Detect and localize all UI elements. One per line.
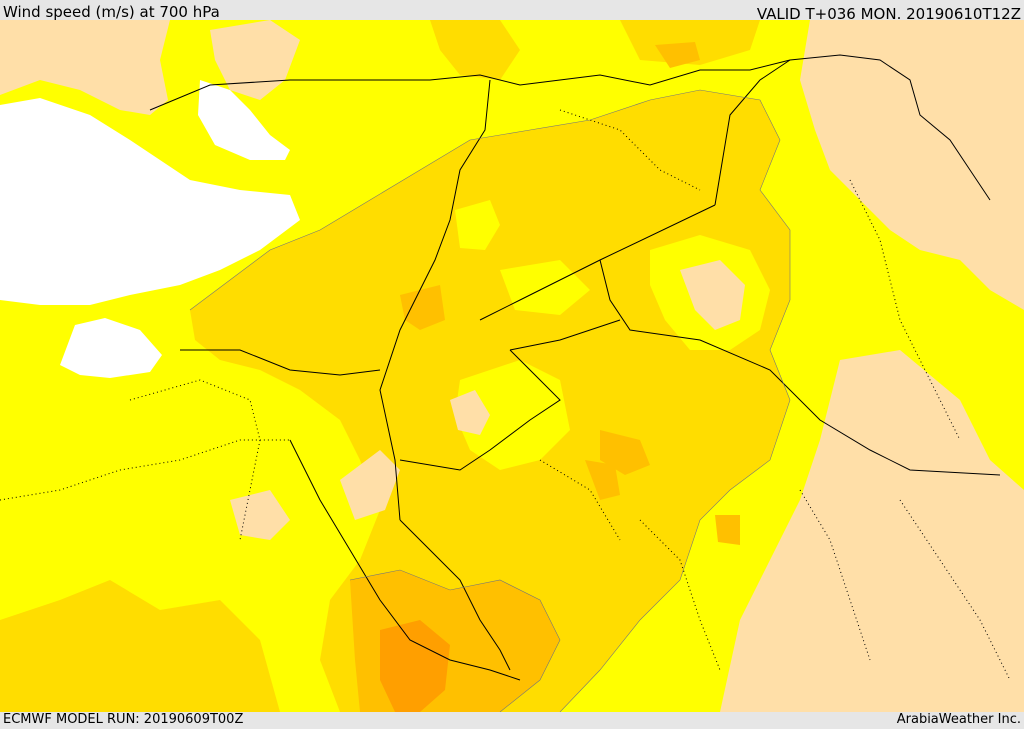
- province-border-2: [129, 379, 261, 541]
- sea-nile-delta: [60, 318, 162, 378]
- border-jordan-saudi: [399, 349, 561, 471]
- province-border-5: [639, 519, 721, 671]
- band-high-patch-5: [655, 42, 700, 68]
- contour-high: [349, 569, 561, 712]
- band-low-north: [210, 20, 300, 100]
- border-red-sea-east: [399, 519, 511, 671]
- band-low-patch-2: [450, 390, 490, 435]
- valid-time: VALID T+036 MON. 20190610T12Z: [756, 5, 1021, 23]
- border-egypt-coast: [180, 349, 381, 376]
- border-syria-jordan: [479, 204, 716, 321]
- border-red-sea-west: [289, 439, 521, 681]
- band-low-northwest: [0, 20, 170, 115]
- footer-bar: [0, 712, 1024, 729]
- band-yellow-hole-1: [455, 360, 570, 470]
- border-levant: [379, 79, 491, 521]
- band-mid-southwest: [0, 580, 280, 712]
- wind-speed-map: [0, 20, 1024, 712]
- band-high-patch-4: [400, 285, 445, 330]
- band-low-southeast: [720, 350, 1024, 712]
- band-high-patch-2: [585, 460, 620, 500]
- province-borders: [0, 109, 1011, 681]
- province-border-7: [899, 499, 1011, 681]
- contour-mid: [189, 89, 791, 712]
- band-mid-north: [430, 20, 520, 80]
- band-yellow-hole-3: [455, 200, 500, 250]
- band-high-patch-3: [715, 515, 740, 545]
- band-low-patch-1: [680, 260, 745, 330]
- border-north: [149, 54, 991, 201]
- sea-aegean-inlet: [198, 80, 290, 160]
- band-low-northeast: [800, 20, 1024, 310]
- map-title: Wind speed (m/s) at 700 hPa: [3, 3, 220, 21]
- province-border-4: [849, 179, 961, 441]
- contour-lines: [189, 89, 791, 712]
- band-high-patch-1: [600, 430, 650, 475]
- band-low-patch-4: [340, 450, 400, 520]
- border-iraq-saudi: [599, 259, 1001, 476]
- band-max-south: [380, 620, 450, 712]
- wind-field-svg: [0, 20, 1024, 712]
- header-bar: [0, 0, 1024, 20]
- country-borders: [149, 54, 1001, 681]
- province-border-1: [0, 439, 290, 501]
- credit-label: ArabiaWeather Inc.: [896, 712, 1021, 727]
- model-run: ECMWF MODEL RUN: 20190609T00Z: [3, 712, 244, 727]
- sea-mediterranean: [0, 98, 300, 305]
- border-jordan-north: [509, 319, 621, 351]
- band-low-patch-3: [230, 490, 290, 540]
